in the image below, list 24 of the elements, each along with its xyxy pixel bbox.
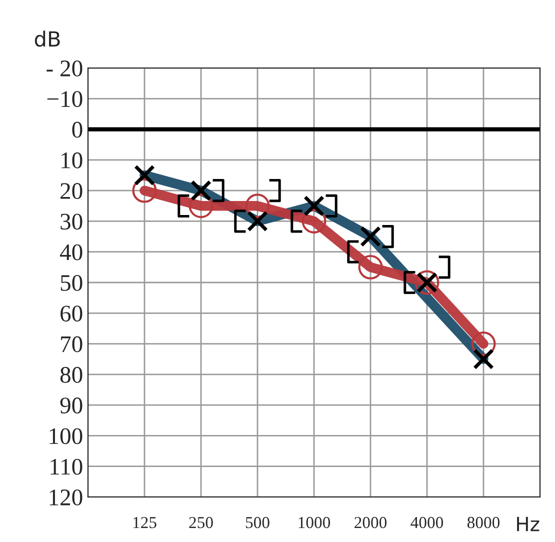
y-tick-label: 20 [60,183,82,199]
x-tick-label: 500 [246,516,270,528]
x-tick-label: 2000 [354,516,387,528]
x-axis-title: Hz [517,516,540,532]
y-tick-label: 10 [62,152,82,168]
y-tick-label: 50 [60,274,82,291]
x-tick-label: 125 [133,516,156,528]
y-tick-label: 70 [61,336,82,352]
y-tick-label: 110 [50,458,82,475]
y-axis-title: dB [34,30,60,47]
y-tick-label: 60 [60,306,82,322]
y-tick-label: 100 [50,428,82,444]
y-tick-label: - 20 [46,60,82,76]
x-tick-label: 4000 [410,516,444,528]
y-tick-label: 120 [50,489,82,506]
x-tick-label: 8000 [467,516,500,528]
y-tick-label: 80 [60,366,82,383]
y-tick-label: 30 [60,214,82,230]
y-tick-label: 40 [60,244,82,260]
y-tick-label: −10 [47,91,82,108]
y-tick-label: 0 [72,122,82,138]
y-tick-label: 90 [60,398,82,414]
x-tick-label: 1000 [298,516,330,528]
x-tick-label: 250 [189,516,213,528]
